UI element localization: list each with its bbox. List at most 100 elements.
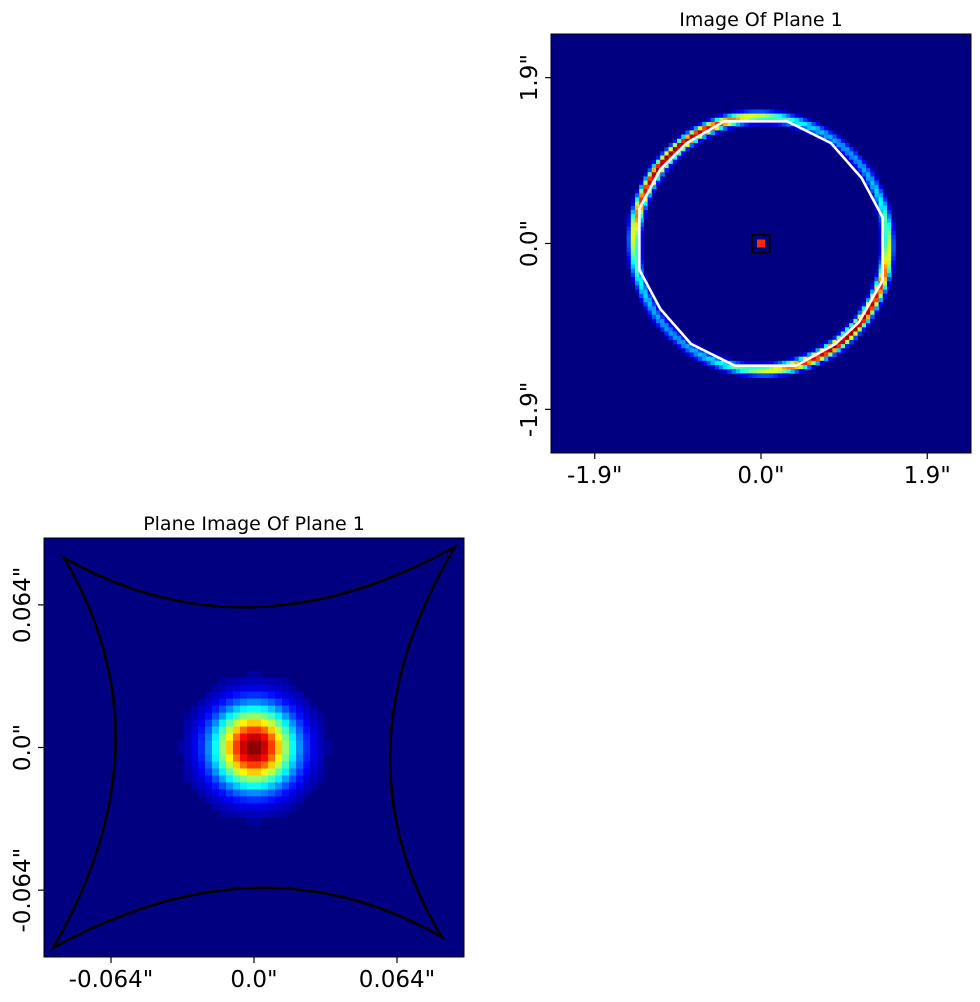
ring-pixel	[660, 151, 665, 156]
ring-pixel	[794, 117, 800, 123]
ring-pixel	[887, 239, 892, 244]
ring-pixel	[706, 117, 711, 123]
source-pixel	[219, 705, 227, 713]
ring-pixel	[740, 373, 745, 378]
source-pixel	[254, 691, 262, 700]
ring-pixel	[744, 109, 749, 115]
ring-pixel	[748, 373, 753, 378]
ring-pixel	[714, 360, 720, 366]
ring-pixel	[643, 176, 648, 182]
ring-pixel	[840, 327, 846, 332]
ring-pixel	[845, 344, 850, 349]
source-pixel	[198, 789, 206, 797]
ring-pixel	[643, 180, 648, 186]
ring-pixel	[786, 365, 791, 370]
ring-pixel	[874, 272, 879, 278]
ring-pixel	[853, 327, 858, 332]
ring-pixel	[744, 113, 749, 119]
source-pixel	[240, 719, 248, 727]
ring-pixel	[811, 356, 816, 362]
ring-pixel	[819, 344, 825, 349]
ring-pixel	[803, 356, 808, 362]
ring-pixel	[857, 168, 863, 173]
ring-pixel	[866, 163, 871, 169]
ring-pixel	[853, 155, 858, 161]
ring-pixel	[643, 184, 648, 190]
source-pixel	[184, 768, 192, 776]
source-pixel	[261, 768, 269, 776]
source-pixel	[247, 803, 255, 811]
ring-pixel	[882, 201, 888, 207]
source-pixel	[254, 712, 262, 720]
ring-pixel	[639, 251, 644, 257]
source-pixel	[303, 747, 311, 755]
source-pixel	[275, 705, 283, 713]
ring-pixel	[786, 121, 791, 127]
source-pixel	[240, 810, 248, 818]
source-pixel	[247, 782, 255, 790]
ring-pixel	[706, 352, 711, 358]
ring-pixel	[630, 205, 636, 211]
ring-pixel	[882, 289, 888, 295]
ring-pixel	[740, 121, 745, 127]
ring-pixel	[761, 109, 766, 115]
ring-pixel	[639, 256, 644, 261]
ring-pixel	[723, 369, 728, 374]
ring-pixel	[714, 365, 720, 370]
ring-pixel	[630, 268, 636, 274]
ring-pixel	[849, 151, 854, 156]
ring-pixel	[866, 318, 871, 324]
source-pixel	[310, 726, 318, 734]
ring-pixel	[693, 352, 699, 358]
source-pixel	[212, 768, 220, 776]
source-pixel	[261, 789, 269, 797]
ring-pixel	[710, 130, 716, 135]
ring-pixel	[769, 369, 774, 374]
source-pixel	[275, 733, 283, 741]
ring-pixel	[635, 201, 640, 207]
ring-pixel	[891, 243, 896, 249]
ring-pixel	[681, 335, 686, 341]
ring-pixel	[626, 230, 632, 236]
source-plane-panel: Plane Image Of Plane 1 -0.064" 0.0" 0.064"…	[10, 513, 465, 993]
ring-pixel	[647, 293, 653, 299]
ring-pixel	[769, 109, 774, 115]
source-pixel	[282, 712, 290, 720]
ring-pixel	[798, 117, 804, 123]
ring-pixel	[773, 121, 779, 127]
source-pixel	[198, 726, 206, 734]
ring-pixel	[685, 344, 690, 349]
source-pixel	[303, 712, 311, 720]
ring-pixel	[681, 151, 686, 156]
ring-pixel	[630, 230, 636, 236]
ring-pixel	[643, 272, 648, 278]
source-pixel	[317, 712, 325, 720]
source-pixel	[303, 768, 311, 776]
ring-pixel	[882, 222, 888, 228]
ring-pixel	[639, 189, 644, 194]
source-pixel	[226, 705, 234, 713]
source-pixel	[247, 712, 255, 720]
ring-pixel	[719, 113, 724, 119]
source-pixel	[282, 789, 290, 797]
ring-pixel	[698, 130, 703, 135]
ring-pixel	[811, 365, 816, 370]
source-pixel	[219, 740, 227, 748]
ring-pixel	[635, 189, 640, 194]
ring-pixel	[647, 306, 653, 311]
ring-pixel	[668, 159, 674, 165]
source-pixel	[310, 733, 318, 741]
ring-pixel	[887, 285, 892, 290]
ring-pixel	[639, 264, 644, 270]
source-pixel	[254, 747, 262, 755]
ring-pixel	[685, 130, 690, 135]
ring-pixel	[815, 356, 821, 362]
ring-pixel	[672, 339, 678, 345]
ring-pixel	[849, 147, 854, 152]
ring-pixel	[815, 360, 821, 366]
ring-pixel	[626, 264, 632, 270]
source-pixel	[317, 761, 325, 769]
ring-pixel	[773, 373, 779, 378]
source-pixel	[254, 782, 262, 790]
ring-pixel	[731, 126, 737, 131]
